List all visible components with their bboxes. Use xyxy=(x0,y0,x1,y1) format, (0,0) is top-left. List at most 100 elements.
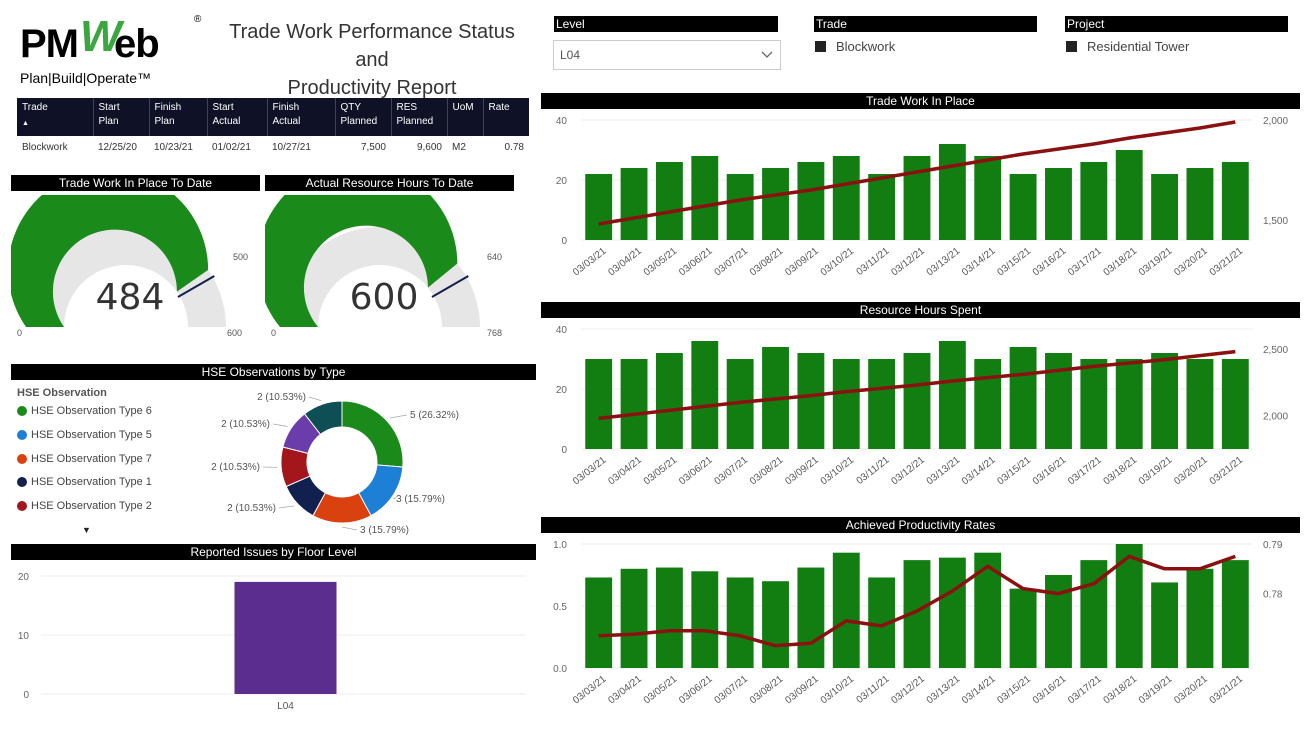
x-tick-label: 03/11/21 xyxy=(855,454,892,486)
chart-trade-work-title: Trade Work In Place xyxy=(541,93,1300,109)
column-header-finish-plan[interactable]: Finish Plan xyxy=(149,98,208,136)
bar xyxy=(691,341,719,449)
y2-tick-label: 2,000 xyxy=(1263,412,1288,423)
x-tick-label: 03/13/21 xyxy=(925,673,963,706)
trade-slicer-item[interactable]: Blockwork xyxy=(815,39,895,54)
bar xyxy=(1186,568,1214,668)
bar xyxy=(1151,353,1179,449)
bar xyxy=(938,341,966,449)
column-header-res-planned[interactable]: RES Planned xyxy=(391,98,448,136)
gauge-2-title: Actual Resource Hours To Date xyxy=(265,175,514,191)
column-header-uom[interactable]: UoM xyxy=(447,98,484,136)
gauge-1-value: 484 xyxy=(95,277,165,318)
bar xyxy=(620,568,648,668)
bar xyxy=(974,359,1002,449)
y-tick-label: 0.0 xyxy=(553,664,567,675)
x-tick-label: 03/16/21 xyxy=(1031,245,1069,278)
bar xyxy=(1045,353,1072,449)
y-tick-label: 0 xyxy=(561,445,567,456)
table-row[interactable]: Blockwork 12/25/20 10/23/21 01/02/21 10/… xyxy=(17,136,529,158)
x-tick-label: 03/04/21 xyxy=(606,245,644,278)
column-header-finish-actual[interactable]: Finish Actual xyxy=(267,98,336,136)
trade-slicer-header: Trade xyxy=(814,16,1037,32)
bar xyxy=(1186,168,1214,240)
column-header-start-actual[interactable]: Start Actual xyxy=(207,98,268,136)
y-tick-label: 20 xyxy=(556,385,568,396)
gauge-2-target: 640 xyxy=(487,252,503,262)
x-tick-label: 03/09/21 xyxy=(783,245,821,278)
y-tick-label: 40 xyxy=(556,325,568,336)
legend-dot-icon xyxy=(17,477,27,487)
bar xyxy=(655,353,683,449)
bar xyxy=(1080,162,1108,240)
chart-achieved-productivity[interactable]: 0.0 0.5 1.0 0.78 0.79 03/03/2103/04/2103/05/2… xyxy=(541,536,1301,718)
chart-resource-hours-title: Resource Hours Spent xyxy=(541,302,1300,318)
gauge-1[interactable]: 484 0 600 500 xyxy=(8,169,260,345)
bar xyxy=(1115,359,1143,449)
x-tick-label: 03/15/21 xyxy=(995,454,1033,487)
chart-reported-issues[interactable]: 0 10 20 L04 xyxy=(11,562,536,722)
column-header-rate[interactable]: Rate xyxy=(483,98,529,136)
legend-item[interactable]: HSE Observation Type 6 xyxy=(17,405,152,417)
x-tick-label: 03/03/21 xyxy=(571,454,609,487)
bar xyxy=(1221,162,1249,240)
gauge-2[interactable]: 600 0 768 640 xyxy=(257,163,514,345)
x-tick-label: 03/19/21 xyxy=(1137,245,1175,278)
bar xyxy=(1115,150,1143,240)
y-tick-label: 40 xyxy=(556,116,568,127)
column-header-start-plan[interactable]: Start Plan xyxy=(93,98,150,136)
bar xyxy=(1009,174,1037,240)
logo-text: PMWeb xyxy=(20,22,160,67)
table-header-row: Trade ▲ Start Plan Finish Plan Start Actual … xyxy=(17,98,529,136)
legend-item[interactable]: HSE Observation Type 5 xyxy=(17,429,152,441)
y2-tick-label: 2,500 xyxy=(1263,345,1288,356)
x-tick-label: 03/21/21 xyxy=(1208,245,1246,278)
column-header-trade[interactable]: Trade ▲ xyxy=(17,98,94,136)
x-tick-label: 03/11/21 xyxy=(855,673,892,705)
gauge-2-value: 600 xyxy=(349,277,419,318)
x-tick-label: 03/14/21 xyxy=(960,454,998,487)
bar xyxy=(974,156,1002,240)
bar xyxy=(903,156,931,240)
donut-data-label: 2 (10.53%) xyxy=(221,419,270,430)
y2-tick-label: 0.79 xyxy=(1263,540,1283,551)
bar xyxy=(938,557,966,668)
chevron-down-icon xyxy=(760,41,774,79)
legend-item[interactable]: HSE Observation Type 2 xyxy=(17,500,152,512)
gauge-1-target: 500 xyxy=(233,252,249,262)
column-header-qty-planned[interactable]: QTY Planned xyxy=(335,98,392,136)
x-tick-label: 03/19/21 xyxy=(1137,454,1175,487)
bar xyxy=(620,359,648,449)
bar xyxy=(1080,359,1108,449)
legend-item[interactable]: HSE Observation Type 7 xyxy=(17,453,152,465)
bar xyxy=(832,156,860,240)
project-slicer-value: Residential Tower xyxy=(1087,39,1190,54)
legend-scroll-down-icon[interactable]: ▼ xyxy=(82,525,91,535)
legend-dot-icon xyxy=(17,501,27,511)
donut-leader-line xyxy=(272,423,288,427)
chart-resource-hours-spent[interactable]: 020402,0002,50003/03/2103/04/2103/05/210… xyxy=(541,321,1301,499)
donut-leader-line xyxy=(392,497,397,500)
bar xyxy=(1151,174,1179,240)
chart-trade-work-in-place[interactable]: 020401,5002,00003/03/2103/04/2103/05/210… xyxy=(541,112,1301,290)
hse-donut-chart[interactable]: 5 (26.32%) 3 (15.79%) 3 (15.79%) 2 (10.53%)… xyxy=(190,380,490,540)
donut-slice xyxy=(341,400,404,468)
bar xyxy=(655,567,683,668)
gauge-target-marker xyxy=(177,275,215,298)
cell-res-planned: 9,600 xyxy=(416,141,442,153)
bar xyxy=(691,571,719,668)
logo-registered: ® xyxy=(194,14,202,25)
y-tick-label: 20 xyxy=(18,572,30,583)
legend-item[interactable]: HSE Observation Type 1 xyxy=(17,476,152,488)
donut-data-label: 3 (15.79%) xyxy=(396,494,445,505)
x-tick-label: L04 xyxy=(277,701,294,712)
bar xyxy=(1009,588,1037,668)
project-slicer-item[interactable]: Residential Tower xyxy=(1066,39,1189,54)
gauge-2-max: 768 xyxy=(487,328,503,338)
bar xyxy=(726,577,754,668)
level-dropdown[interactable]: L04 xyxy=(553,40,781,70)
y-tick-label: 0 xyxy=(561,236,567,247)
donut-slice xyxy=(303,400,343,436)
y-tick-label: 0.5 xyxy=(553,602,567,613)
x-tick-label: 03/04/21 xyxy=(606,673,644,706)
